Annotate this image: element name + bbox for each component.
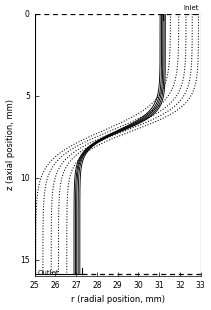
X-axis label: r (radial position, mm): r (radial position, mm) [71,295,165,304]
Text: Outlet: Outlet [38,270,59,276]
Text: Inlet: Inlet [183,5,199,11]
Y-axis label: z (axial position, mm): z (axial position, mm) [5,100,15,190]
